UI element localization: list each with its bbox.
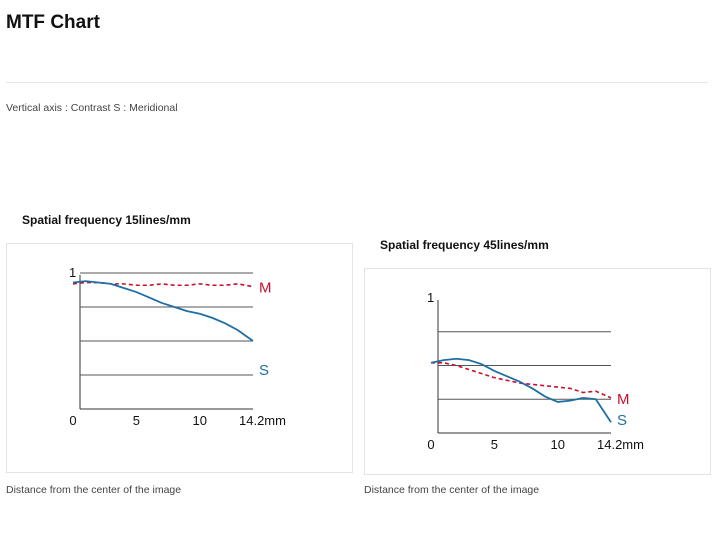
series-line-m	[431, 362, 612, 399]
series-line-s	[430, 357, 612, 423]
series-label-s: S	[617, 412, 627, 429]
x-tick-label-5: 5	[133, 413, 140, 428]
mtf-chart-15-panel: 1 0 5 10 14.2mm M S	[6, 243, 353, 473]
mtf-chart-45-panel: 1 0 5 10 14.2mm M S	[364, 268, 711, 475]
chart-xlabel-15: Distance from the center of the image	[6, 484, 182, 496]
x-tick-label-0: 0	[427, 437, 434, 452]
series-label-m: M	[617, 391, 630, 408]
x-tick-label-0: 0	[69, 413, 76, 428]
series-line-s	[72, 280, 254, 342]
page-title: MTF Chart	[6, 12, 100, 33]
x-tick-label-14.2mm: 14.2mm	[597, 437, 644, 452]
series-label-m: M	[259, 280, 272, 297]
chart-title-45: Spatial frequency 45lines/mm	[380, 238, 549, 252]
y-tick-label-1: 1	[69, 265, 76, 280]
axis-caption: Vertical axis : Contrast S : Meridional	[6, 102, 178, 114]
x-tick-label-14.2mm: 14.2mm	[239, 413, 286, 428]
y-tick-label-1: 1	[427, 290, 434, 305]
chart-xlabel-45: Distance from the center of the image	[364, 484, 540, 496]
x-tick-label-10: 10	[193, 413, 207, 428]
header-divider	[6, 82, 708, 83]
x-tick-label-10: 10	[551, 437, 565, 452]
chart-title-15: Spatial frequency 15lines/mm	[22, 213, 191, 227]
series-label-s: S	[259, 362, 269, 379]
x-tick-label-5: 5	[491, 437, 498, 452]
